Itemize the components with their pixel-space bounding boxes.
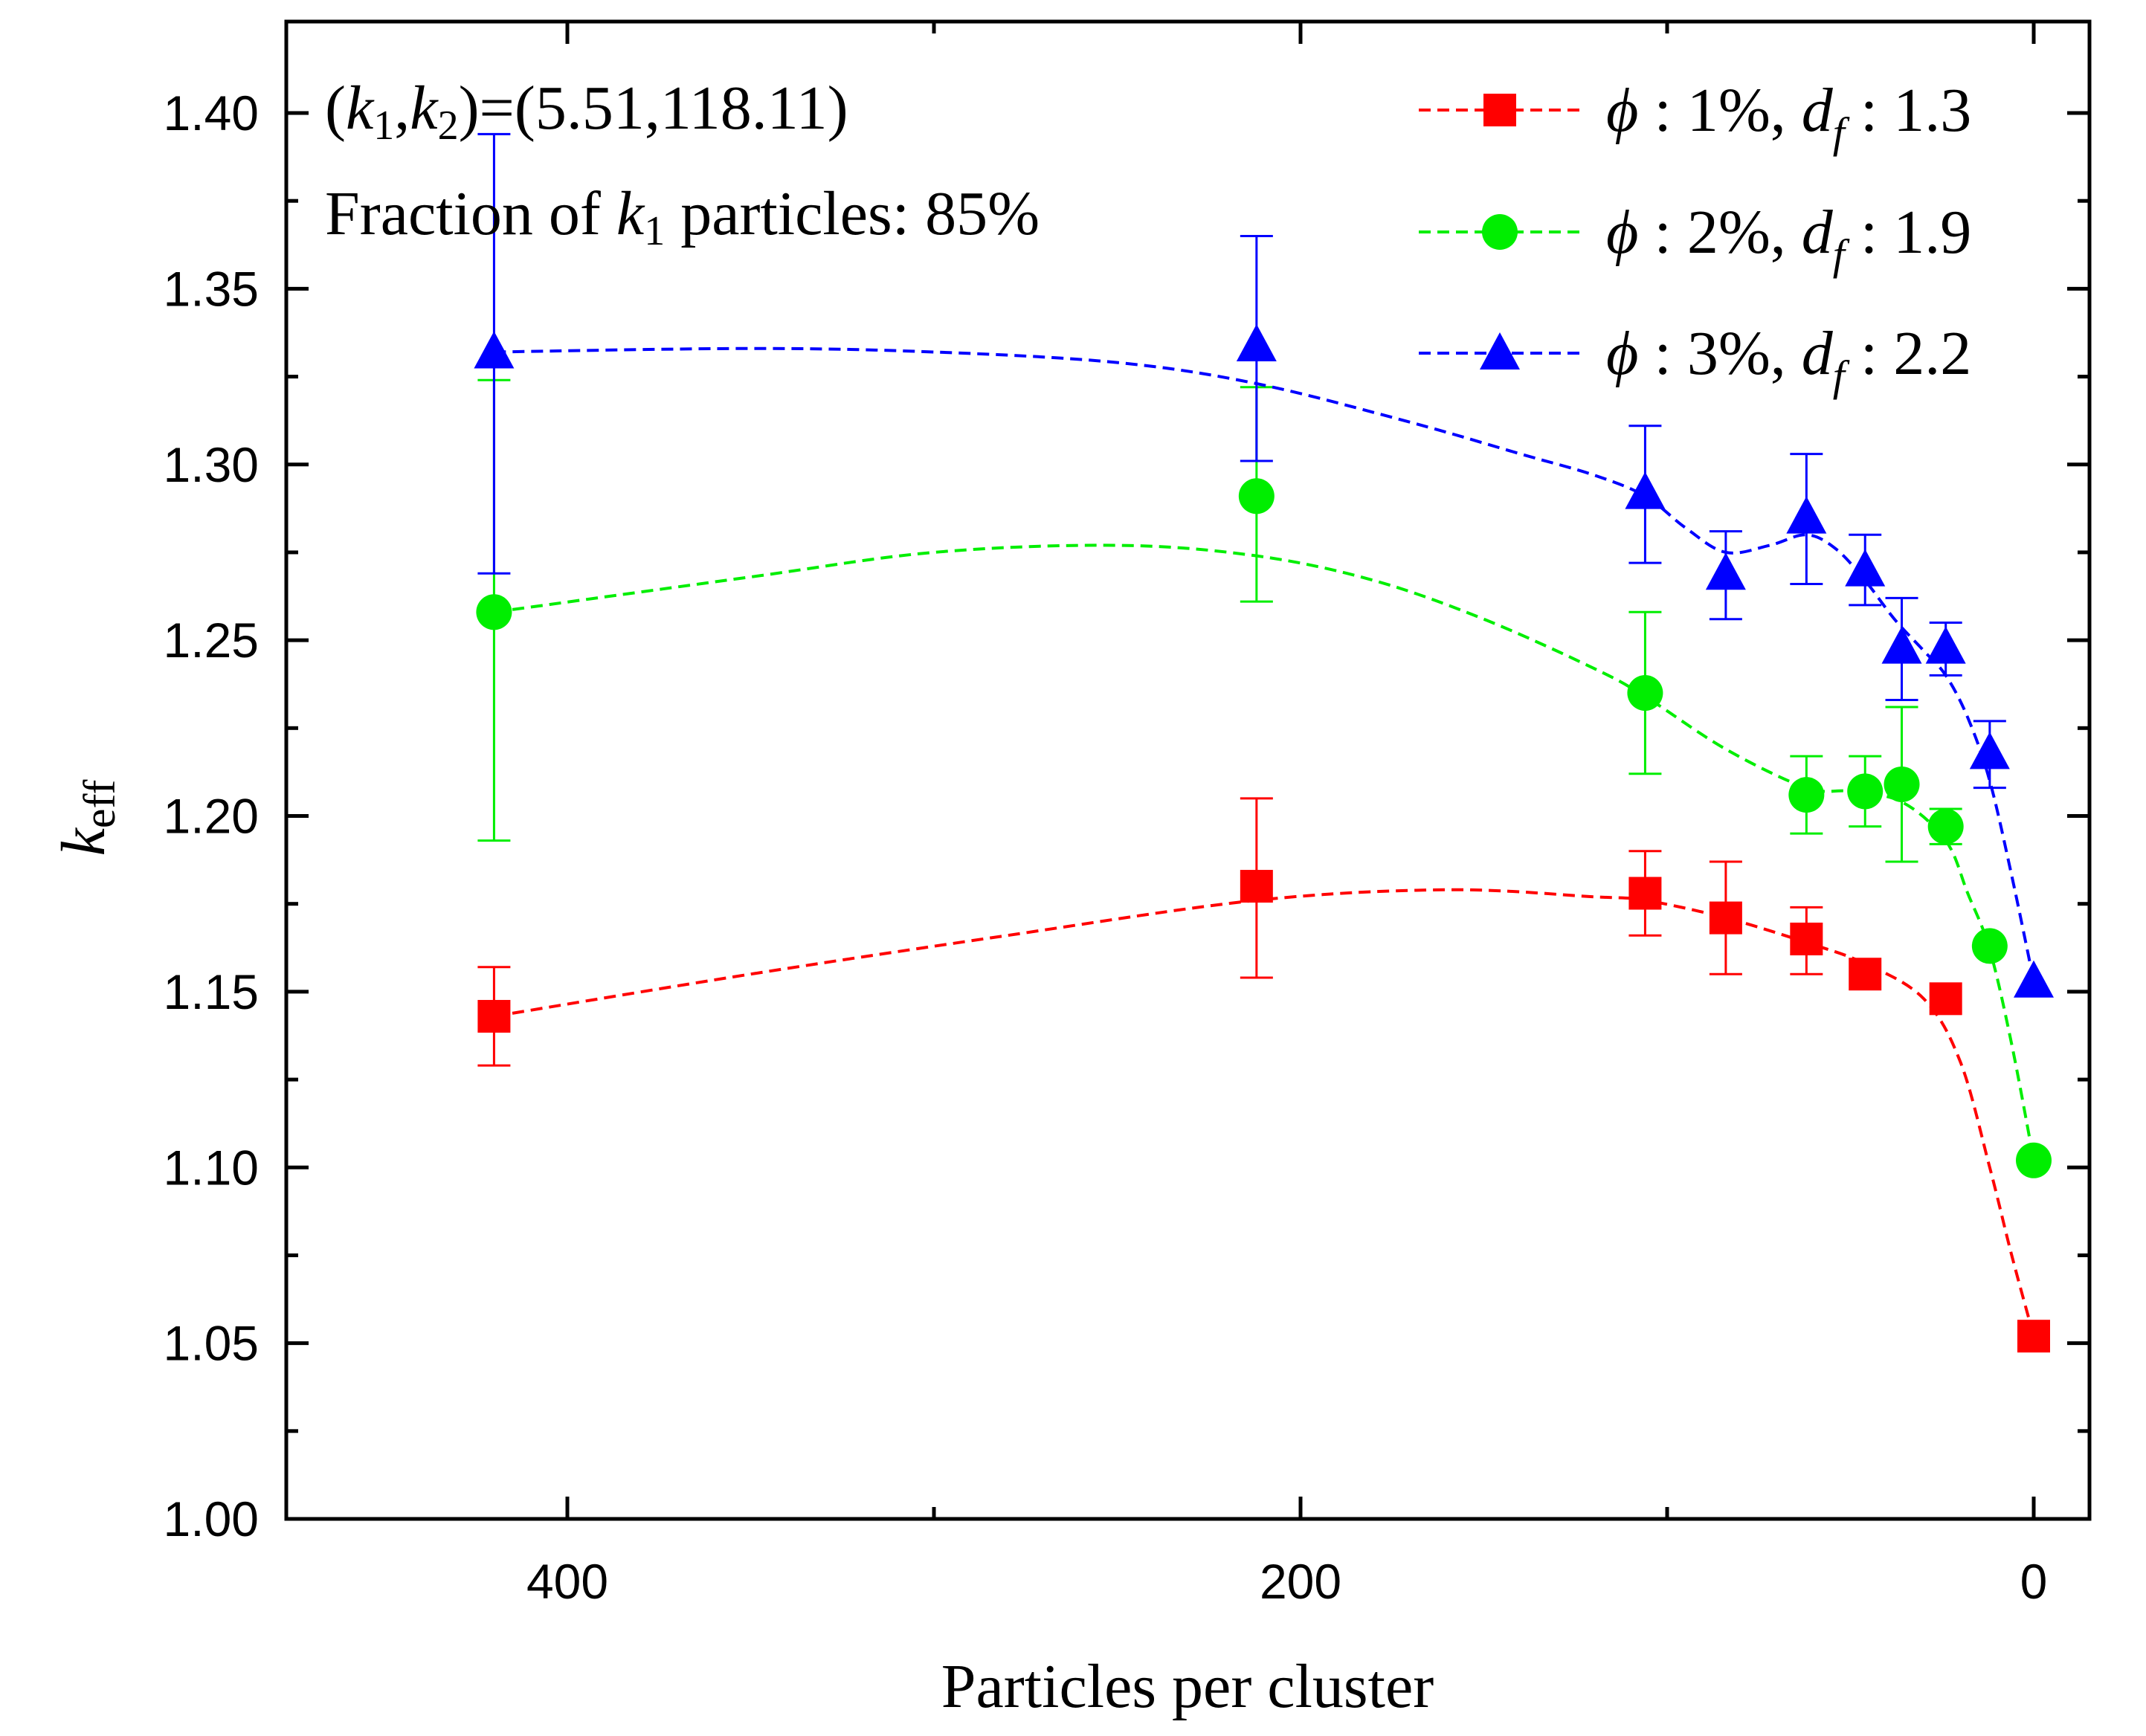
legend-item-3: ϕ : 3%, df : 2.2: [1419, 319, 1971, 400]
y-tick-label: 1.00: [164, 1491, 259, 1546]
data-point: [2016, 1142, 2052, 1178]
data-point: [2017, 1320, 2050, 1353]
legend-d: d: [1802, 76, 1834, 145]
data-point: [1790, 922, 1823, 955]
series-layer: [474, 132, 2054, 1353]
legend-item-2: ϕ : 2%, df : 1.9: [1419, 198, 1971, 279]
legend-d: d: [1802, 198, 1834, 267]
y-tick-label: 1.25: [164, 613, 259, 668]
series-3: [474, 132, 2054, 998]
y-tick-label: 1.15: [164, 964, 259, 1019]
legend-label: ϕ : 3%, df : 2.2: [1606, 319, 1971, 400]
y-tick-label: 1.30: [164, 437, 259, 492]
legend-phi-value: : 1%,: [1638, 76, 1801, 145]
legend-phi: ϕ: [1606, 76, 1638, 145]
x-tick-label: 200: [1260, 1554, 1341, 1609]
annotation-fraction-prefix: Fraction of: [325, 179, 616, 248]
legend-marker: [1482, 214, 1518, 250]
annotation-k-pair: (k1,k2)=(5.51,118.11): [325, 74, 848, 149]
data-point: [1847, 773, 1884, 810]
data-point: [1881, 626, 1922, 664]
fit-line: [494, 346, 2035, 982]
data-point: [1236, 324, 1277, 362]
data-point: [1969, 732, 2010, 769]
data-point: [1627, 675, 1663, 711]
legend-phi-value: : 3%,: [1638, 319, 1801, 388]
legend-phi: ϕ: [1606, 198, 1638, 267]
y-tick-label: 1.40: [164, 85, 259, 141]
y-axis-title-sub: eff: [75, 780, 124, 829]
data-point: [1786, 496, 1827, 534]
y-tick-label: 1.10: [164, 1140, 259, 1195]
annotation-k2: k: [410, 74, 439, 143]
data-point: [1628, 877, 1662, 910]
annotation-comma: ,: [394, 74, 410, 143]
legend-label: ϕ : 1%, df : 1.3: [1606, 76, 1971, 157]
data-point: [1240, 870, 1273, 903]
y-axis-title-main: k: [49, 827, 118, 856]
data-point: [1925, 626, 1966, 664]
data-point: [477, 999, 511, 1033]
data-point: [1845, 549, 1886, 587]
series-2: [476, 378, 2052, 1178]
data-point: [476, 594, 512, 630]
data-point: [1849, 958, 1882, 991]
y-tick-label: 1.20: [164, 789, 259, 844]
legend-label: ϕ : 2%, df : 1.9: [1606, 198, 1971, 279]
legend-d: d: [1802, 319, 1834, 388]
annotation-k1: k: [346, 74, 375, 143]
legend-df-value: : 1.9: [1845, 198, 1971, 267]
x-tick-label: 400: [526, 1554, 608, 1609]
legend-df-value: : 1.3: [1845, 76, 1971, 145]
data-point: [1625, 471, 1666, 509]
x-axis: 400 200 0: [526, 22, 2047, 1609]
plot-frame: [284, 19, 2092, 1521]
legend-marker: [1480, 332, 1520, 370]
legend-marker: [1483, 94, 1516, 126]
legend-item-1: ϕ : 1%, df : 1.3: [1419, 76, 1971, 157]
annotation-fraction-k: k: [616, 179, 645, 248]
data-point: [1788, 777, 1825, 813]
data-point: [1971, 928, 2008, 964]
data-point: [2014, 960, 2054, 998]
data-point: [1929, 982, 1962, 1016]
annotation-open: (: [325, 74, 346, 143]
x-axis-title: Particles per cluster: [941, 1652, 1434, 1721]
data-point: [474, 331, 515, 369]
fit-line: [494, 543, 2035, 1161]
annotation-fraction-suffix: particles: 85%: [665, 179, 1040, 248]
annotation-fraction: Fraction of k1 particles: 85%: [325, 179, 1040, 254]
y-axis-title: keff: [49, 780, 124, 856]
series-1: [477, 797, 2050, 1353]
legend-phi: ϕ: [1606, 319, 1638, 388]
annotation-values: )=(5.51,118.11): [459, 74, 848, 143]
annotation-k2-sub: 2: [438, 103, 459, 149]
legend-phi-value: : 2%,: [1638, 198, 1801, 267]
data-point: [1238, 478, 1275, 514]
data-point: [1884, 766, 1920, 802]
y-tick-label: 1.35: [164, 261, 259, 316]
legend-df-value: : 2.2: [1845, 319, 1971, 388]
annotation-k1-sub: 1: [373, 103, 394, 149]
fit-line: [494, 888, 2035, 1337]
x-tick-label: 0: [2020, 1554, 2048, 1609]
annotation-fraction-sub: 1: [644, 208, 665, 254]
legend: ϕ : 1%, df : 1.3 ϕ : 2%, df : 1.9 ϕ : 3%, …: [1419, 76, 1971, 400]
y-tick-label: 1.05: [164, 1316, 259, 1371]
y-axis: 1.00 1.05 1.10 1.15 1.20 1.25 1.30 1.35 1.40: [164, 85, 2089, 1546]
data-point: [1927, 808, 1964, 845]
data-point: [1709, 901, 1742, 935]
data-point: [1705, 552, 1746, 590]
